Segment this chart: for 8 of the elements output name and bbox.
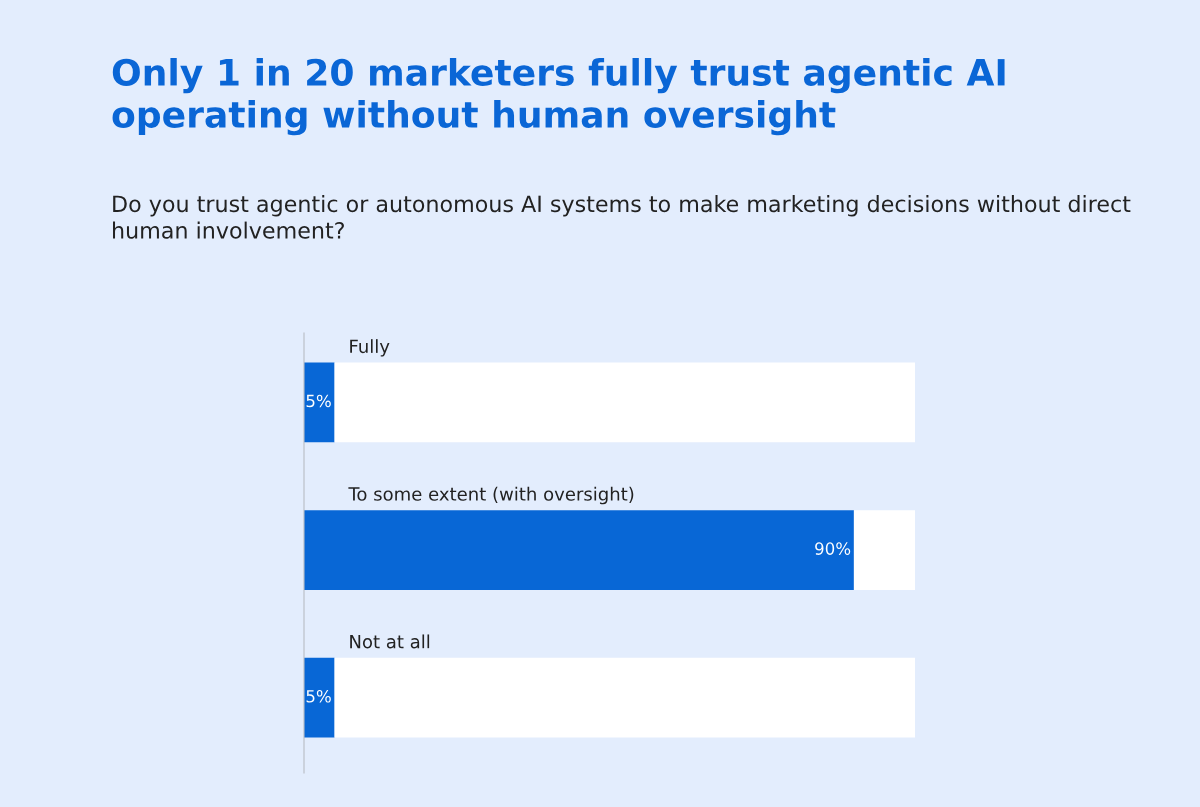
data-label: 90%: [815, 542, 851, 555]
data-label: 5%: [306, 394, 331, 408]
chart-subtitle: Do you trust agentic or autonomous AI systems to make marketing decisions without direct human involvement?: [113, 195, 1131, 239]
data-label: 5%: [306, 689, 331, 703]
chart-title: Only 1 in 20 marketers fully trust agentic AI operating without human oversight: [112, 58, 1005, 136]
y-tick-label: Fully: [350, 339, 390, 357]
y-tick-label: To some extent (with oversight): [348, 486, 634, 505]
y-tick-label: Not at all: [350, 634, 430, 649]
